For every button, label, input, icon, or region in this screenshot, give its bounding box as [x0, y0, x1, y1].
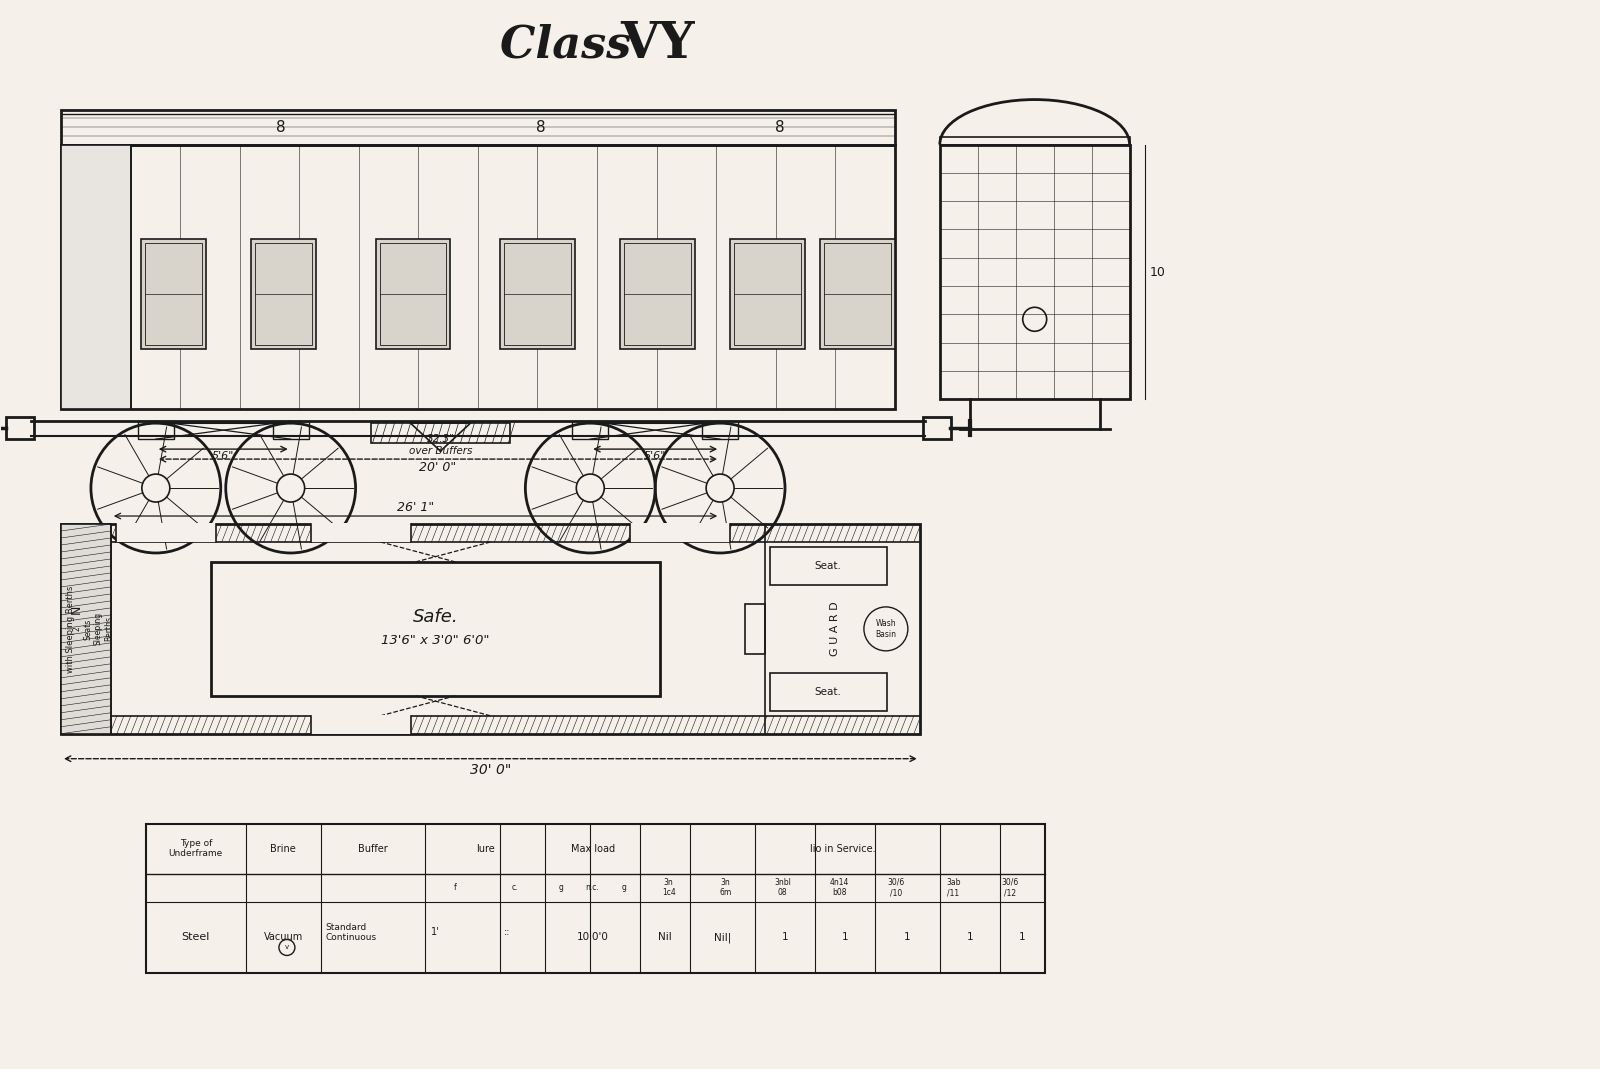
- Bar: [251, 239, 315, 350]
- Bar: [730, 239, 805, 350]
- Text: 3n
1c4: 3n 1c4: [662, 878, 675, 897]
- Text: 1: 1: [966, 932, 973, 943]
- Text: 1': 1': [430, 928, 438, 938]
- Text: Brine: Brine: [270, 843, 296, 853]
- Bar: [272, 421, 309, 439]
- Text: Vacuum: Vacuum: [264, 932, 302, 943]
- Bar: [379, 244, 446, 345]
- Text: 10: 10: [1149, 266, 1165, 279]
- Text: 30/6
/12: 30/6 /12: [1002, 878, 1019, 897]
- Text: 4n14
b08: 4n14 b08: [830, 878, 850, 897]
- Bar: [61, 144, 894, 409]
- Bar: [819, 239, 894, 350]
- Text: 32.3"
over Buffers: 32.3" over Buffers: [408, 434, 472, 455]
- Text: 5'6": 5'6": [645, 451, 666, 461]
- Text: Buffer: Buffer: [358, 843, 387, 853]
- Bar: [376, 239, 451, 350]
- Bar: [923, 417, 950, 439]
- Text: g: g: [558, 883, 563, 892]
- Text: 1: 1: [842, 932, 848, 943]
- Bar: [746, 604, 765, 654]
- Text: G U A R D: G U A R D: [830, 602, 840, 656]
- Text: Seat.: Seat.: [814, 561, 842, 571]
- Text: 3ab
/11: 3ab /11: [946, 878, 960, 897]
- Bar: [734, 244, 802, 345]
- Text: lure: lure: [477, 843, 494, 853]
- Text: 3n
6m: 3n 6m: [720, 878, 731, 897]
- Bar: [573, 421, 608, 439]
- Text: Class: Class: [501, 24, 646, 66]
- Bar: [211, 562, 661, 696]
- Bar: [146, 244, 202, 345]
- Text: VY: VY: [621, 20, 694, 69]
- Bar: [621, 239, 694, 350]
- Text: 1: 1: [782, 932, 789, 943]
- Bar: [310, 523, 411, 542]
- Bar: [254, 244, 312, 345]
- Bar: [371, 423, 510, 444]
- Text: v: v: [285, 945, 290, 950]
- Text: N: N: [69, 604, 83, 614]
- Text: Nil: Nil: [658, 932, 672, 943]
- Text: n.c.: n.c.: [586, 883, 598, 892]
- Text: Max load: Max load: [571, 843, 614, 853]
- Bar: [141, 239, 206, 350]
- Bar: [138, 421, 174, 439]
- Text: ::: ::: [504, 928, 510, 938]
- Text: f: f: [454, 883, 458, 892]
- Text: 8: 8: [536, 120, 546, 135]
- Text: with Sleeping Berths: with Sleeping Berths: [67, 585, 75, 672]
- Text: Nil|: Nil|: [714, 932, 731, 943]
- Text: 26' 1": 26' 1": [397, 501, 434, 514]
- Bar: [310, 715, 411, 733]
- Text: 13'6" x 3'0" 6'0": 13'6" x 3'0" 6'0": [381, 634, 490, 648]
- Text: g: g: [621, 883, 626, 892]
- Bar: [939, 137, 1130, 144]
- Text: Standard
Continuous: Standard Continuous: [326, 923, 376, 942]
- Bar: [61, 524, 110, 733]
- Bar: [61, 109, 894, 144]
- Text: Seat.: Seat.: [814, 686, 842, 697]
- Text: 8: 8: [275, 120, 285, 135]
- Bar: [939, 144, 1130, 399]
- Text: 5'6": 5'6": [211, 451, 234, 461]
- Bar: [115, 523, 216, 542]
- Text: lio in Service.: lio in Service.: [810, 843, 875, 853]
- Text: c.: c.: [512, 883, 518, 892]
- Text: 2
Seats
Sleeping
Berths: 2 Seats Sleeping Berths: [74, 613, 114, 646]
- Text: 20' 0": 20' 0": [419, 461, 456, 474]
- Bar: [624, 244, 691, 345]
- Bar: [501, 239, 576, 350]
- Bar: [770, 547, 886, 585]
- Text: Safe.: Safe.: [413, 608, 458, 625]
- Bar: [770, 672, 886, 711]
- Text: 8: 8: [776, 120, 786, 135]
- Bar: [146, 823, 1045, 974]
- Text: 3nbl
08: 3nbl 08: [774, 878, 790, 897]
- Text: 30/6
/10: 30/6 /10: [888, 878, 906, 897]
- Text: Wash
Basin: Wash Basin: [875, 619, 896, 638]
- Bar: [61, 144, 131, 409]
- Text: 10'0'0: 10'0'0: [578, 932, 608, 943]
- Bar: [702, 421, 738, 439]
- Text: Type of
Underframe: Type of Underframe: [168, 839, 222, 858]
- Bar: [61, 524, 920, 733]
- Text: Steel: Steel: [181, 932, 210, 943]
- Text: 1: 1: [904, 932, 910, 943]
- Text: 30' 0": 30' 0": [470, 762, 510, 777]
- Bar: [824, 244, 891, 345]
- Bar: [6, 417, 34, 439]
- Bar: [504, 244, 571, 345]
- Text: 1: 1: [1019, 932, 1026, 943]
- Bar: [630, 523, 730, 542]
